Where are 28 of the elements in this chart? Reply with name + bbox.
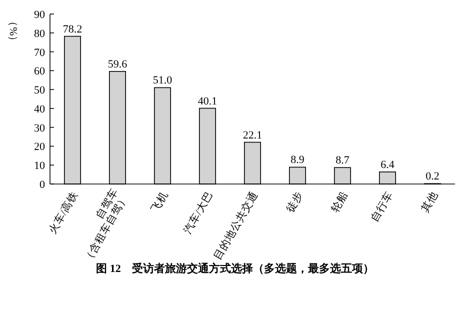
y-axis-title: （%） bbox=[7, 16, 18, 47]
y-tick-label: 40 bbox=[34, 103, 46, 116]
x-tick-label: 轮船 bbox=[329, 190, 351, 215]
data-label: 78.2 bbox=[62, 23, 82, 36]
x-tick-label: 汽车/大巴 bbox=[180, 189, 216, 236]
x-tick-label: 徒步 bbox=[283, 189, 306, 215]
y-tick-label: 70 bbox=[34, 46, 46, 59]
y-tick-label: 60 bbox=[34, 66, 46, 78]
x-tick-label: 自行车 bbox=[368, 189, 396, 224]
data-label: 6.4 bbox=[380, 158, 395, 171]
data-label: 0.2 bbox=[426, 170, 440, 183]
text: 图 12 受访者旅游交通方式选择（多选题，最多选五项） bbox=[96, 262, 374, 275]
y-tick-label: 90 bbox=[34, 9, 46, 21]
data-label: 59.6 bbox=[108, 58, 128, 70]
data-label: 8.7 bbox=[336, 154, 350, 167]
x-tick-label: 飞机 bbox=[149, 190, 171, 215]
data-label: 40.1 bbox=[198, 95, 218, 108]
y-tick-label: 20 bbox=[34, 141, 46, 154]
data-label: 8.9 bbox=[290, 154, 305, 166]
y-tick-label: 30 bbox=[34, 122, 46, 134]
y-tick-label: 50 bbox=[34, 84, 46, 97]
x-tick-label: 火车/高铁 bbox=[46, 189, 81, 236]
data-label: 22.1 bbox=[242, 129, 262, 142]
y-tick-label: 0 bbox=[40, 179, 46, 191]
y-tick-label: 10 bbox=[34, 160, 46, 172]
data-label: 51.0 bbox=[152, 74, 173, 87]
y-tick-label: 80 bbox=[34, 28, 46, 40]
x-tick-label: 其他 bbox=[418, 189, 441, 215]
